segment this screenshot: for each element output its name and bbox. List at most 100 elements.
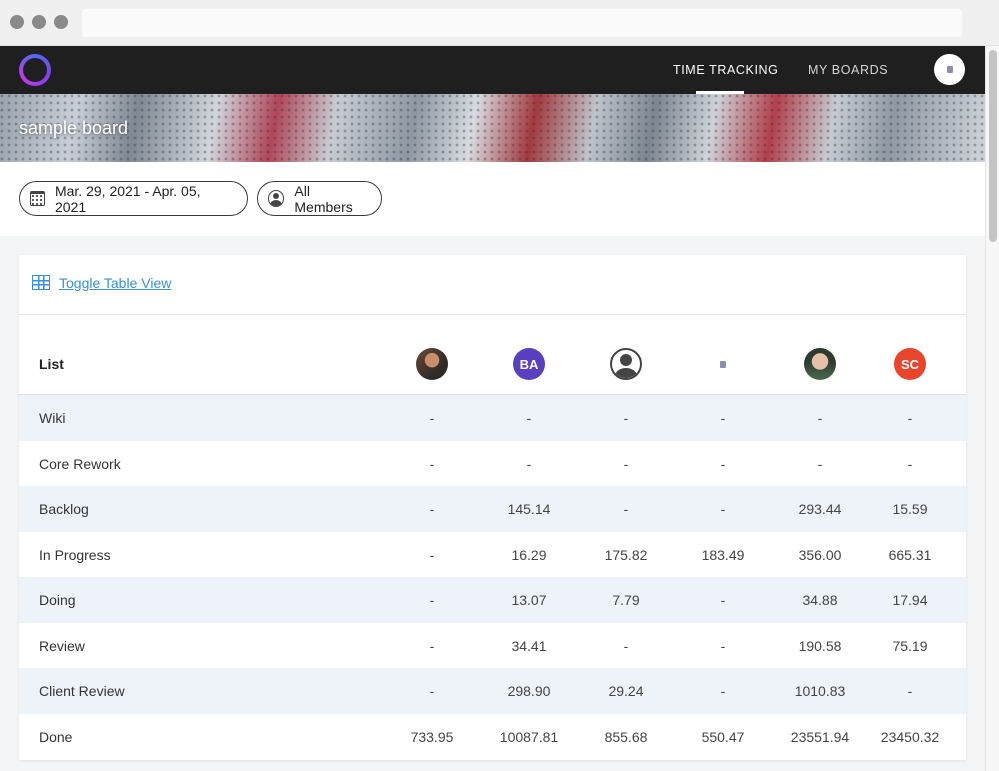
board-banner: sample board — [0, 94, 985, 162]
table-header: List BA SC — [19, 315, 966, 395]
time-value-cell: - — [720, 455, 726, 472]
small-placeholder-icon — [720, 360, 726, 368]
list-name: Client Review — [39, 683, 125, 699]
time-value-cell: 145.14 — [507, 501, 551, 517]
list-name: Done — [39, 728, 73, 745]
time-value-cell: 29.24 — [608, 683, 644, 699]
time-value-cell: - — [429, 592, 435, 608]
table-body: Wiki - - - - - - Core Rework - - - - - - Backlog - 145.1… — [19, 395, 966, 759]
table-icon[interactable] — [32, 275, 50, 290]
time-value-cell: 16.29 — [511, 546, 547, 563]
time-value-cell: 34.41 — [511, 637, 547, 654]
user-avatar-icon — [946, 66, 953, 73]
time-value-cell: 34.88 — [802, 592, 838, 608]
filter-bar: Mar. 29, 2021 - Apr. 05, 2021 All Member… — [0, 162, 985, 236]
time-value-cell: 183.49 — [701, 546, 745, 563]
window-zoom-dot[interactable] — [54, 15, 68, 29]
table-row: Review - 34.41 - - 190.58 75.19 — [19, 623, 966, 669]
time-value-cell: 293.44 — [798, 501, 842, 517]
time-value-cell: 75.19 — [892, 637, 928, 654]
member-icon — [268, 190, 285, 207]
page-scrollbar[interactable] — [985, 46, 999, 771]
time-value-cell: - — [526, 455, 532, 472]
time-value-cell: - — [429, 683, 435, 699]
time-value-cell: - — [623, 410, 629, 426]
table-row: Client Review - 298.90 29.24 - 1010.83 - — [19, 668, 966, 714]
time-value-cell: - — [623, 637, 629, 654]
time-value-cell: 175.82 — [604, 546, 648, 563]
list-name: In Progress — [39, 546, 111, 563]
time-tracking-card: Toggle Table View List BA SC Wiki - - - - - - C… — [19, 255, 966, 760]
member-avatar-sc[interactable]: SC — [894, 348, 926, 380]
window-close-dot[interactable] — [10, 15, 24, 29]
time-value-cell: - — [907, 683, 913, 699]
time-value-cell: - — [429, 546, 435, 563]
time-value-cell: - — [907, 455, 913, 472]
time-value-cell: 15.59 — [892, 501, 928, 517]
time-value-cell: - — [720, 637, 726, 654]
window-minimize-dot[interactable] — [32, 15, 46, 29]
time-value-cell: 733.95 — [410, 728, 454, 745]
member-avatar-1[interactable] — [416, 348, 448, 380]
date-range-label: Mar. 29, 2021 - Apr. 05, 2021 — [54, 182, 201, 215]
top-navigation: TIME TRACKING MY BOARDS — [0, 46, 985, 94]
time-value-cell: - — [429, 455, 435, 472]
time-value-cell: - — [720, 683, 726, 699]
member-avatar-ba[interactable]: BA — [513, 348, 545, 380]
list-name: Review — [39, 637, 85, 654]
time-value-cell: - — [429, 501, 435, 517]
list-name: Wiki — [39, 410, 66, 426]
list-name: Core Rework — [39, 455, 121, 472]
browser-chrome — [0, 0, 999, 46]
toggle-row: Toggle Table View — [19, 255, 966, 315]
nav-my-boards[interactable]: MY BOARDS — [808, 63, 889, 77]
list-name: Backlog — [39, 501, 89, 517]
time-value-cell: 23450.32 — [880, 728, 940, 745]
time-value-cell: - — [623, 501, 629, 517]
member-initials: SC — [900, 356, 920, 372]
time-value-cell: 7.79 — [612, 592, 640, 608]
list-column-header: List — [39, 356, 64, 372]
members-filter[interactable]: All Members — [257, 181, 382, 216]
nav-time-tracking[interactable]: TIME TRACKING — [673, 63, 779, 77]
table-row: In Progress - 16.29 175.82 183.49 356.00 665.3… — [19, 532, 966, 578]
time-value-cell: - — [526, 410, 532, 426]
address-bar[interactable] — [82, 9, 962, 37]
time-value-cell: - — [817, 455, 823, 472]
time-value-cell: 10087.81 — [499, 728, 559, 745]
time-value-cell: 13.07 — [511, 592, 547, 608]
time-value-cell: 1010.83 — [794, 683, 846, 699]
time-value-cell: 665.31 — [888, 546, 932, 563]
time-value-cell: 298.90 — [507, 683, 551, 699]
date-range-picker[interactable]: Mar. 29, 2021 - Apr. 05, 2021 — [19, 181, 248, 216]
table-row: Doing - 13.07 7.79 - 34.88 17.94 — [19, 577, 966, 623]
user-avatar-button[interactable] — [934, 54, 965, 85]
members-filter-label: All Members — [294, 182, 353, 215]
member-avatar-4[interactable] — [707, 348, 739, 380]
time-value-cell: 550.47 — [701, 728, 745, 745]
table-row: Wiki - - - - - - — [19, 395, 966, 441]
time-value-cell: - — [720, 592, 726, 608]
time-value-cell: 855.68 — [604, 728, 648, 745]
time-value-cell: - — [429, 637, 435, 654]
table-row: Core Rework - - - - - - — [19, 441, 966, 487]
app-logo-icon[interactable] — [19, 54, 51, 86]
time-value-cell: - — [720, 410, 726, 426]
member-avatar-5[interactable] — [804, 348, 836, 380]
nav-active-indicator — [696, 91, 744, 94]
table-row: Backlog - 145.14 - - 293.44 15.59 — [19, 486, 966, 532]
table-row: Done 733.95 10087.81 855.68 550.47 23551.94 23… — [19, 714, 966, 760]
scrollbar-thumb[interactable] — [989, 50, 997, 242]
time-value-cell: 17.94 — [892, 592, 928, 608]
time-value-cell: - — [429, 410, 435, 426]
time-value-cell: 190.58 — [798, 637, 842, 654]
time-value-cell: - — [817, 410, 823, 426]
time-value-cell: 356.00 — [798, 546, 842, 563]
generic-user-icon[interactable] — [610, 348, 642, 380]
calendar-icon — [30, 191, 45, 206]
toggle-table-view-link[interactable]: Toggle Table View — [59, 275, 172, 291]
time-value-cell: - — [720, 501, 726, 517]
time-value-cell: - — [623, 455, 629, 472]
member-initials: BA — [519, 356, 539, 372]
time-value-cell: - — [907, 410, 913, 426]
